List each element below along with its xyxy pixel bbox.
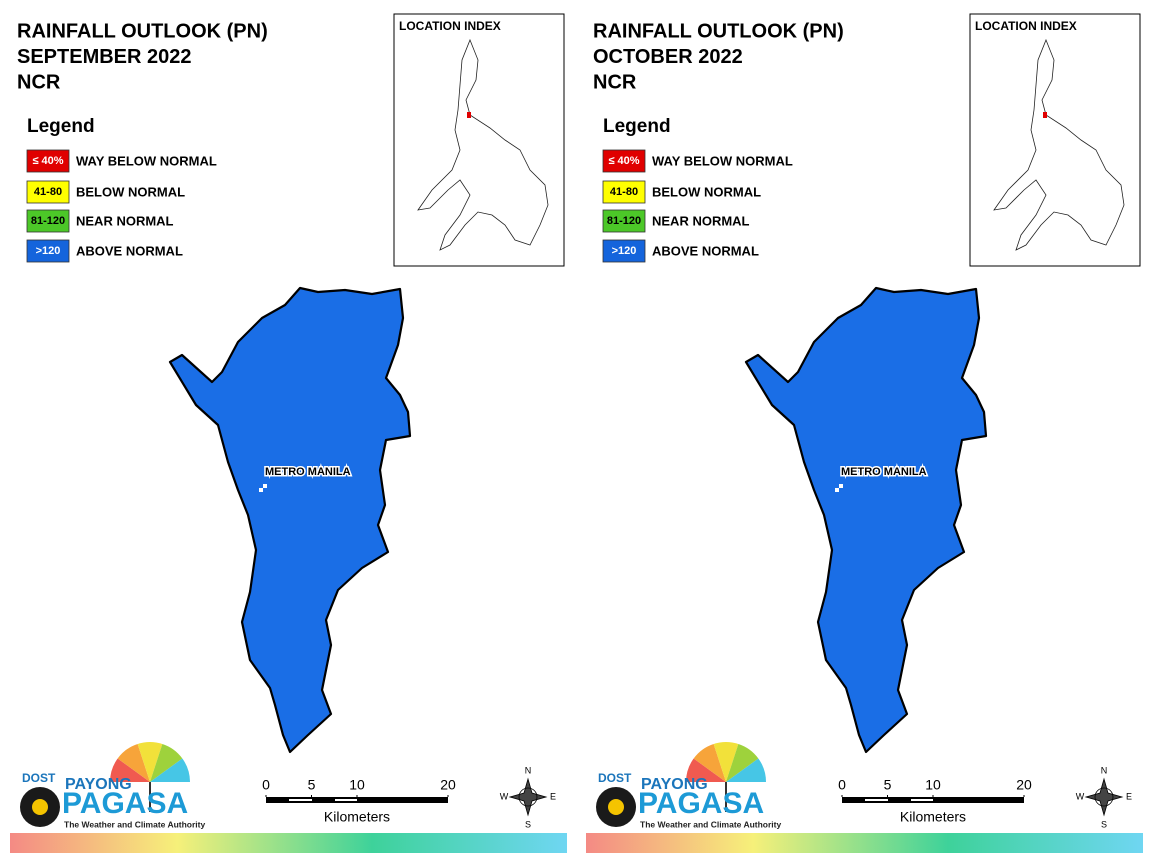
scale-tick-label: 0 <box>838 777 846 793</box>
legend-label: ABOVE NORMAL <box>76 243 183 258</box>
legend-title: Legend <box>27 116 95 137</box>
compass-letter: E <box>1126 791 1132 801</box>
legend-key: ≤ 40% <box>608 155 639 167</box>
scale-segment <box>865 799 888 801</box>
logo-seal-center <box>32 799 48 815</box>
scale-unit: Kilometers <box>900 809 966 825</box>
legend-label: NEAR NORMAL <box>652 213 750 228</box>
region-map <box>744 286 988 754</box>
logo-seal-center <box>608 799 624 815</box>
title-line: NCR <box>593 71 637 93</box>
umbrella-segment <box>150 743 183 782</box>
compass-letter: S <box>525 819 531 829</box>
place-label: METRO MANILA <box>841 466 927 478</box>
legend-label: NEAR NORMAL <box>76 213 174 228</box>
scale-segment <box>911 799 933 801</box>
logo-agency: DOST <box>22 771 56 785</box>
compass-letter: N <box>1101 765 1108 775</box>
scale-unit: Kilometers <box>324 809 390 825</box>
umbrella-segment <box>713 742 739 782</box>
place-marker <box>835 488 839 492</box>
legend-key: ≤ 40% <box>32 155 63 167</box>
panel: RAINFALL OUTLOOK (PN) SEPTEMBER 2022 NCR Le… <box>10 13 567 853</box>
legend-key: >120 <box>612 245 637 257</box>
inset-title: LOCATION INDEX <box>399 19 501 33</box>
inset-highlight <box>467 112 471 118</box>
legend-label: WAY BELOW NORMAL <box>652 153 793 168</box>
umbrella-segment <box>693 743 726 782</box>
legend-swatch <box>26 149 70 173</box>
title-line: RAINFALL OUTLOOK (PN) <box>593 20 844 42</box>
legend-swatch <box>602 239 646 263</box>
title-line: SEPTEMBER 2022 <box>17 46 192 68</box>
place-marker <box>263 484 267 488</box>
scale-tick-label: 20 <box>440 777 456 793</box>
umbrella-segment <box>726 758 766 782</box>
legend-key: 81-120 <box>607 215 641 227</box>
umbrella-segment <box>117 743 150 782</box>
place-marker <box>839 484 843 488</box>
place-label: METRO MANILA <box>265 466 351 478</box>
scale-tick-label: 5 <box>884 777 892 793</box>
umbrella-segment <box>110 758 150 782</box>
legend-swatch <box>602 149 646 173</box>
panel: RAINFALL OUTLOOK (PN) OCTOBER 2022 NCR Lege… <box>586 13 1143 853</box>
legend-swatch <box>26 180 70 204</box>
scale-tick-label: 0 <box>262 777 270 793</box>
inset-map <box>993 38 1125 251</box>
compass-letter: W <box>500 791 509 801</box>
legend-title: Legend <box>603 116 671 137</box>
legend-key: 41-80 <box>610 186 638 198</box>
footer-band <box>586 833 1143 853</box>
legend-key: 81-120 <box>31 215 65 227</box>
scale-tick-label: 5 <box>308 777 316 793</box>
umbrella-segment <box>137 742 163 782</box>
umbrella-segment <box>686 758 726 782</box>
scale-tick-label: 20 <box>1016 777 1032 793</box>
legend-key: 41-80 <box>34 186 62 198</box>
logo-agency: DOST <box>598 771 632 785</box>
legend-swatch <box>26 209 70 233</box>
logo-tagline: The Weather and Climate Authority <box>64 819 205 829</box>
legend-label: ABOVE NORMAL <box>652 243 759 258</box>
inset-title: LOCATION INDEX <box>975 19 1077 33</box>
compass-letter: N <box>525 765 532 775</box>
scale-tick-label: 10 <box>925 777 941 793</box>
logo-brand-top: PAYONG <box>641 776 708 793</box>
legend-swatch <box>602 180 646 204</box>
region-map <box>168 286 412 754</box>
inset-highlight <box>1043 112 1047 118</box>
logo-brand: PAGASA <box>638 787 764 820</box>
legend-swatch <box>602 209 646 233</box>
title-line: OCTOBER 2022 <box>593 46 743 68</box>
title-line: NCR <box>17 71 61 93</box>
legend-label: BELOW NORMAL <box>652 184 761 199</box>
logo-brand-top: PAYONG <box>65 776 132 793</box>
scale-tick-label: 10 <box>349 777 365 793</box>
scale-segment <box>289 799 312 801</box>
place-marker <box>259 488 263 492</box>
compass-letter: E <box>550 791 556 801</box>
legend-key: >120 <box>36 245 61 257</box>
inset-map <box>417 38 549 251</box>
logo-tagline: The Weather and Climate Authority <box>640 819 781 829</box>
compass-letter: S <box>1101 819 1107 829</box>
footer-band <box>10 833 567 853</box>
legend-label: WAY BELOW NORMAL <box>76 153 217 168</box>
title-line: RAINFALL OUTLOOK (PN) <box>17 20 268 42</box>
compass-ring <box>1094 787 1114 807</box>
legend-label: BELOW NORMAL <box>76 184 185 199</box>
scale-segment <box>335 799 357 801</box>
logo-brand: PAGASA <box>62 787 188 820</box>
umbrella-segment <box>150 758 190 782</box>
compass-letter: W <box>1076 791 1085 801</box>
legend-swatch <box>26 239 70 263</box>
compass-ring <box>518 787 538 807</box>
umbrella-segment <box>726 743 759 782</box>
